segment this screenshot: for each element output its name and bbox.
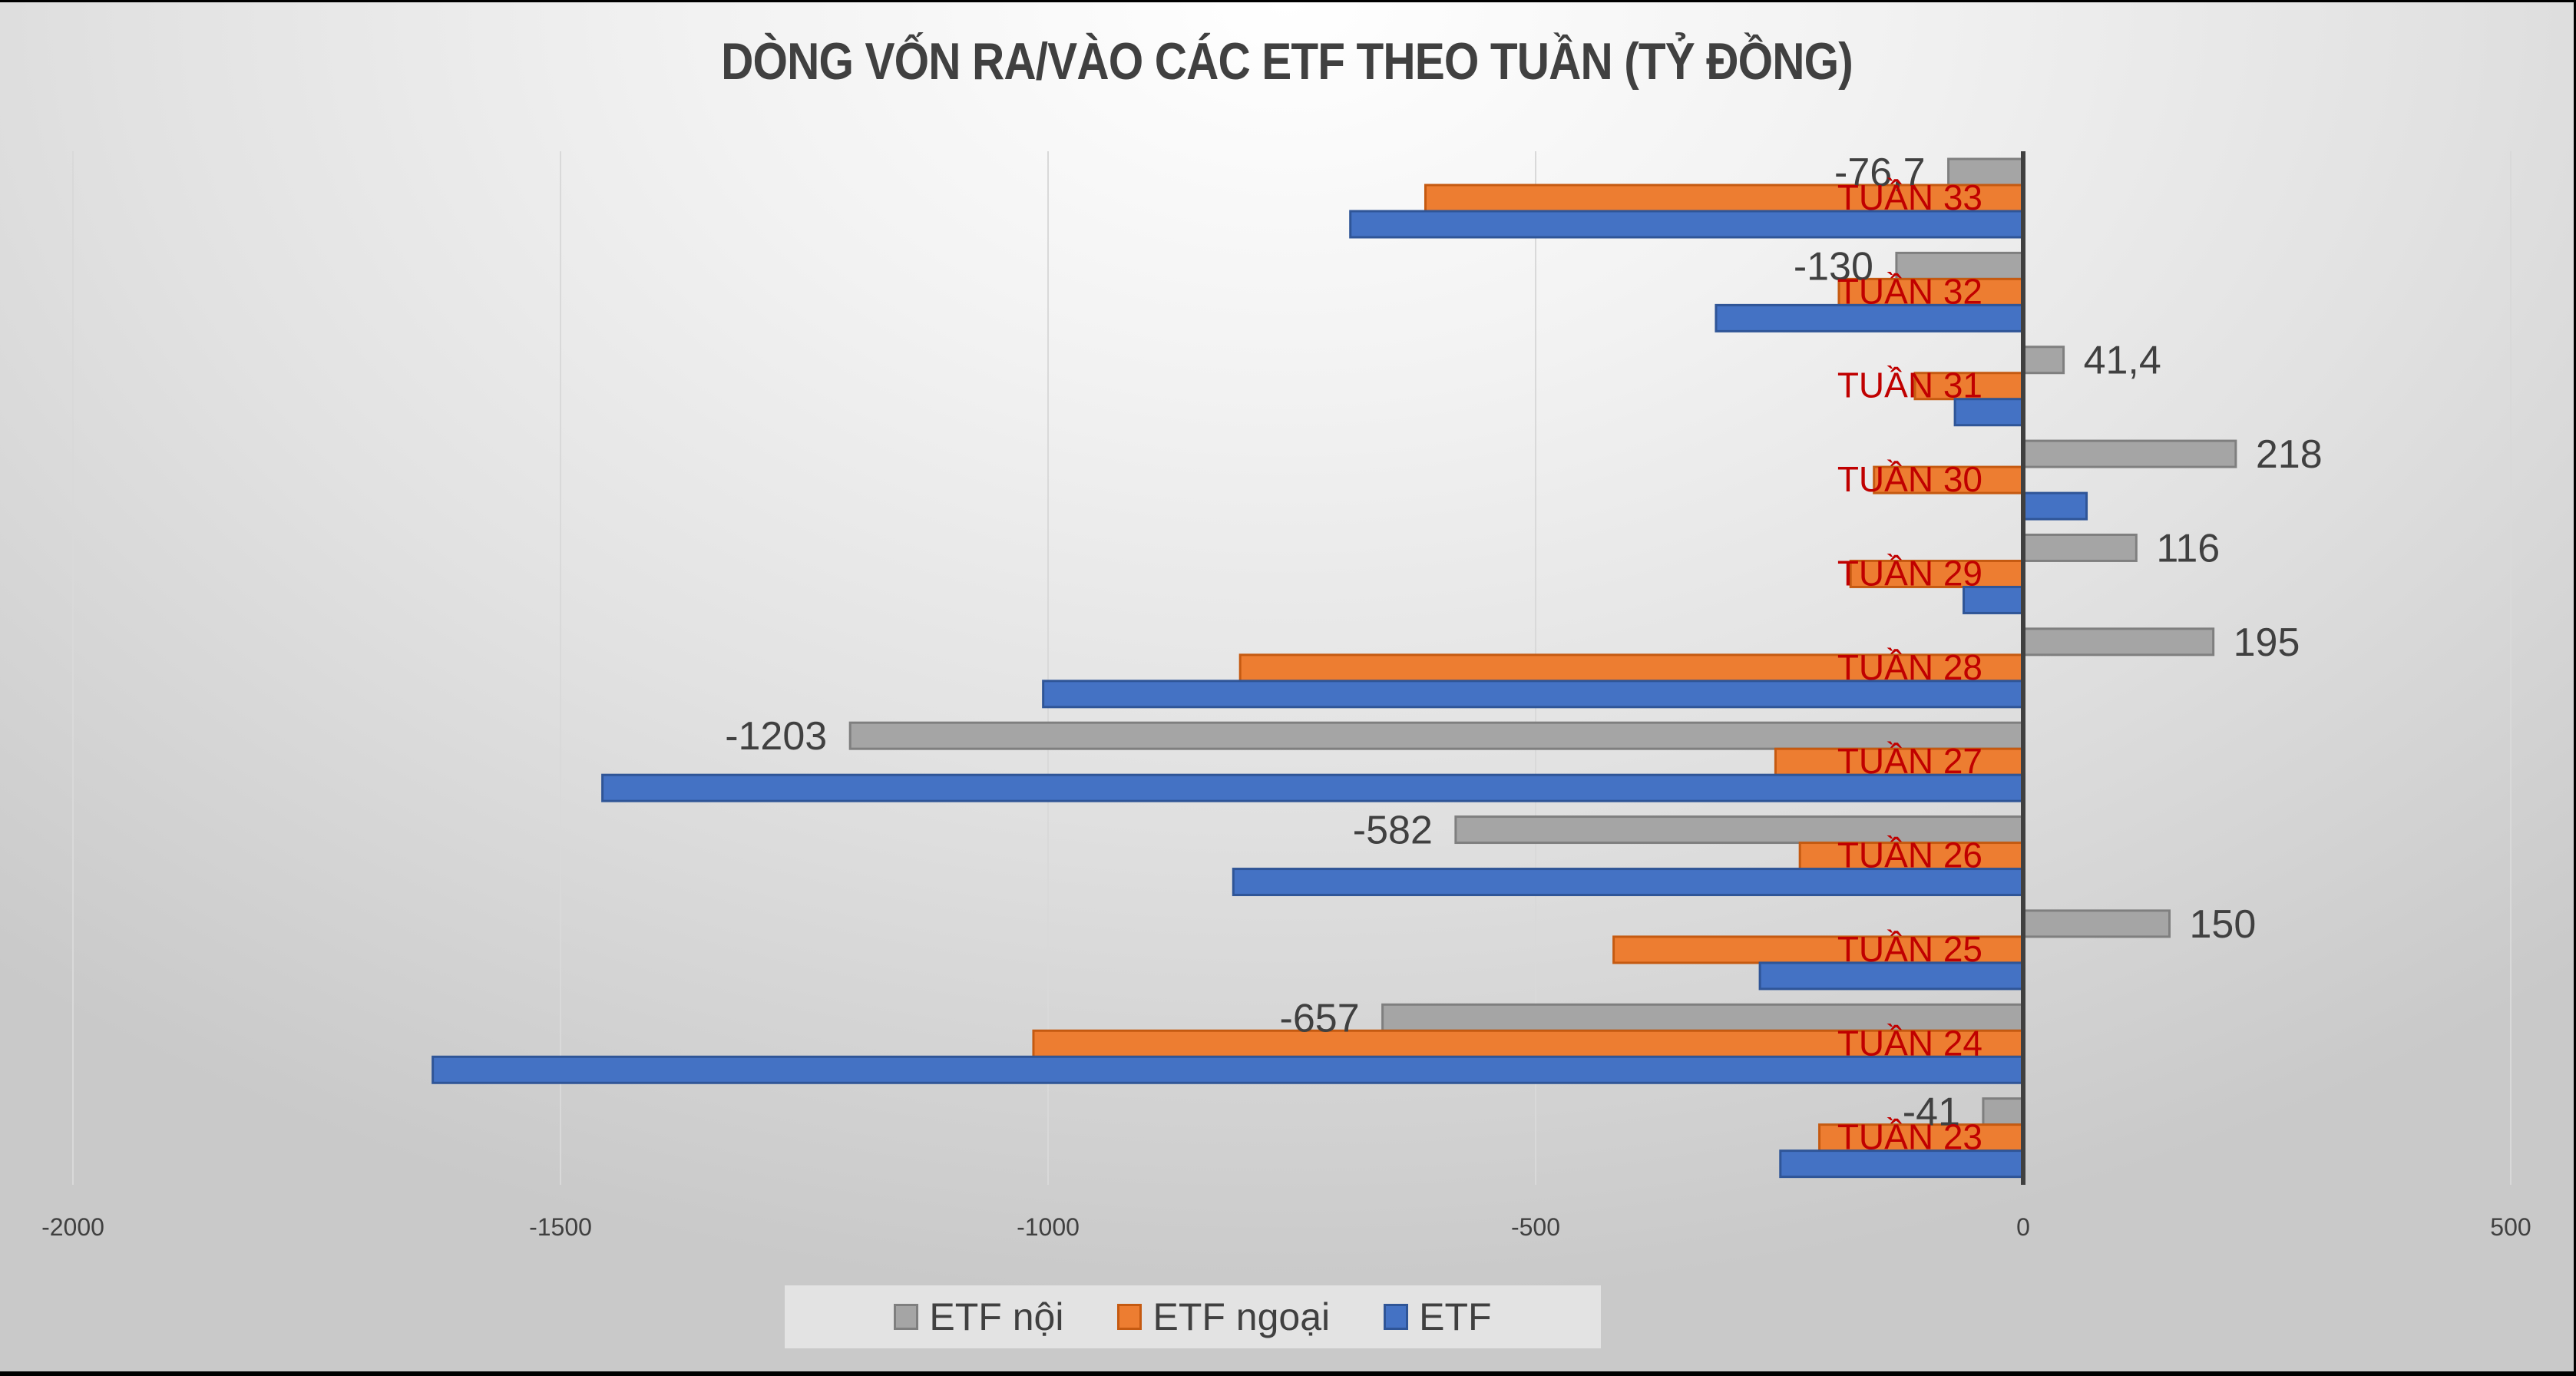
- category-label: TUẦN 29: [1837, 553, 1982, 593]
- x-tick-label: -1000: [1017, 1213, 1080, 1241]
- bar-etf[interactable]: [1042, 680, 2025, 709]
- x-tick-label: -1500: [529, 1213, 592, 1241]
- bar-etf-nội[interactable]: [2022, 439, 2237, 468]
- legend: ETF nội ETF ngoại ETF: [785, 1285, 1601, 1348]
- data-label: 116: [2156, 526, 2220, 571]
- category-label: TUẦN 31: [1837, 366, 1982, 405]
- data-label: -1203: [725, 714, 827, 759]
- legend-item-etf[interactable]: ETF: [1384, 1295, 1492, 1339]
- category-label: TUẦN 23: [1837, 1117, 1982, 1157]
- data-label: -582: [1353, 809, 1433, 853]
- bar-etf[interactable]: [1758, 961, 2025, 991]
- legend-item-etf-noi[interactable]: ETF nội: [894, 1295, 1063, 1339]
- data-label: 150: [2190, 902, 2257, 947]
- category-label: TUẦN 26: [1837, 835, 1982, 875]
- legend-label-etf-ngoai: ETF ngoại: [1152, 1295, 1331, 1338]
- bar-etf[interactable]: [432, 1055, 2025, 1084]
- x-tick-label: -2000: [41, 1213, 104, 1241]
- bar-etf[interactable]: [1963, 585, 2025, 614]
- legend-swatch-etf-ngoai: [1117, 1304, 1143, 1330]
- bar-etf[interactable]: [1232, 868, 2025, 897]
- category-label: TUẦN 28: [1837, 647, 1982, 687]
- category-label: TUẦN 30: [1837, 459, 1982, 499]
- bar-etf-nội[interactable]: [2022, 533, 2138, 562]
- bar-etf-nội[interactable]: [1895, 251, 2025, 280]
- bar-etf-nội[interactable]: [2022, 627, 2215, 657]
- x-tick-label: 500: [2490, 1213, 2531, 1241]
- chart-title: DÒNG VỐN RA/VÀO CÁC ETF THEO TUẦN (TỶ ĐỒ…: [721, 32, 1853, 91]
- data-label: 195: [2234, 620, 2300, 665]
- category-label: TUẦN 33: [1837, 177, 1982, 217]
- data-label: 41,4: [2084, 339, 2161, 383]
- legend-item-etf-ngoai[interactable]: ETF ngoại: [1117, 1295, 1330, 1339]
- legend-swatch-etf: [1384, 1304, 1409, 1330]
- bar-etf-nội[interactable]: [1982, 1097, 2025, 1126]
- legend-swatch-etf-noi: [894, 1304, 919, 1330]
- bar-etf-nội[interactable]: [2022, 346, 2065, 375]
- x-tick-label: 0: [2016, 1213, 2030, 1241]
- data-label: -41: [1903, 1090, 1960, 1135]
- legend-label-etf-noi: ETF nội: [929, 1295, 1064, 1338]
- category-label: TUẦN 24: [1837, 1023, 1982, 1063]
- bar-etf-ngoại[interactable]: [1913, 372, 2025, 401]
- data-label: -76,7: [1834, 150, 1926, 195]
- category-label: TUẦN 32: [1837, 271, 1982, 311]
- bar-etf[interactable]: [2022, 491, 2088, 521]
- data-label: -657: [1280, 996, 1360, 1040]
- category-label: TUẦN 25: [1837, 929, 1982, 969]
- bar-etf-ngoại[interactable]: [1032, 1029, 2025, 1058]
- bar-etf[interactable]: [1953, 398, 2025, 427]
- bar-etf-nội[interactable]: [848, 721, 2025, 750]
- category-label: TUẦN 27: [1837, 741, 1982, 781]
- bar-etf-nội[interactable]: [2022, 909, 2171, 938]
- bar-etf[interactable]: [601, 773, 2025, 802]
- x-tick-label: -500: [1511, 1213, 1560, 1241]
- bar-etf-ngoại[interactable]: [1849, 559, 2025, 588]
- legend-label-etf: ETF: [1419, 1295, 1492, 1338]
- bar-etf-nội[interactable]: [1454, 815, 2025, 845]
- data-label: 218: [2256, 432, 2323, 477]
- data-label: -130: [1794, 244, 1873, 289]
